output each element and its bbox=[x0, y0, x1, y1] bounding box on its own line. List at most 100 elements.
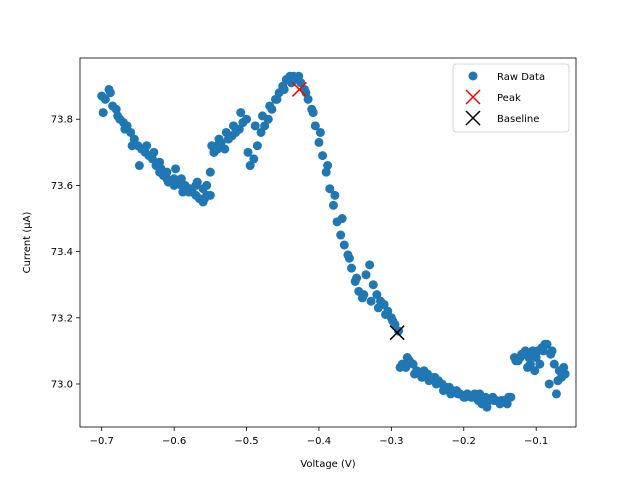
raw-data-point bbox=[489, 396, 499, 406]
raw-data-point bbox=[301, 88, 311, 98]
y-tick-label: 73.0 bbox=[51, 379, 73, 390]
legend-peak-label: Peak bbox=[497, 93, 521, 104]
raw-data-point bbox=[252, 141, 262, 151]
raw-data-point bbox=[365, 260, 375, 270]
raw-data-point bbox=[395, 362, 405, 372]
raw-data-point bbox=[337, 214, 347, 224]
raw-data-point bbox=[279, 84, 289, 94]
x-axis-ticks: −0.7 −0.6 −0.5 −0.4 −0.3 −0.2 −0.1 bbox=[90, 427, 548, 447]
y-tick-label: 73.8 bbox=[51, 115, 73, 126]
raw-data-point bbox=[294, 71, 304, 81]
y-tick-label: 73.6 bbox=[51, 181, 73, 192]
data-marks bbox=[97, 71, 570, 412]
raw-data-point bbox=[214, 134, 224, 144]
raw-data-point bbox=[408, 359, 418, 369]
raw-data-point bbox=[205, 167, 215, 177]
legend-baseline-label: Baseline bbox=[497, 114, 539, 125]
raw-data-point bbox=[314, 137, 324, 147]
raw-data-point bbox=[559, 362, 569, 372]
raw-data-point bbox=[205, 190, 215, 200]
raw-data-point bbox=[323, 161, 333, 171]
raw-data-point bbox=[162, 167, 172, 177]
raw-data-point bbox=[142, 141, 152, 151]
raw-data-point bbox=[256, 127, 266, 137]
x-tick-label: −0.7 bbox=[90, 436, 114, 447]
raw-data-point bbox=[515, 353, 525, 363]
raw-data-point bbox=[330, 190, 340, 200]
legend-raw-label: Raw Data bbox=[497, 72, 545, 83]
x-tick-label: −0.6 bbox=[162, 436, 186, 447]
raw-data-point bbox=[551, 389, 561, 399]
raw-data-point bbox=[504, 392, 514, 402]
raw-data-point bbox=[352, 273, 362, 283]
raw-data-point bbox=[336, 230, 346, 240]
raw-data-point bbox=[328, 200, 338, 210]
raw-data-point bbox=[221, 127, 231, 137]
raw-data-point bbox=[220, 144, 230, 154]
raw-data-point bbox=[388, 316, 398, 326]
raw-data-point bbox=[105, 88, 115, 98]
raw-data-point bbox=[535, 359, 545, 369]
raw-data-point bbox=[113, 111, 123, 121]
raw-data-point bbox=[453, 389, 463, 399]
raw-data-point bbox=[325, 184, 335, 194]
raw-data-point bbox=[98, 108, 108, 118]
legend-peak-marker bbox=[465, 89, 481, 105]
raw-data-point bbox=[547, 346, 557, 356]
x-tick-label: −0.4 bbox=[307, 436, 331, 447]
raw-data-point bbox=[176, 180, 186, 190]
raw-data-point bbox=[482, 402, 492, 412]
raw-data-point bbox=[361, 270, 371, 280]
x-tick-label: −0.2 bbox=[452, 436, 476, 447]
raw-data-point bbox=[496, 396, 506, 406]
raw-data-point bbox=[236, 108, 246, 118]
raw-data-point bbox=[120, 124, 130, 134]
raw-data-point bbox=[134, 161, 144, 171]
raw-data-point bbox=[213, 144, 223, 154]
raw-data-point bbox=[169, 174, 179, 184]
raw-data-point bbox=[537, 343, 547, 353]
raw-data-point bbox=[431, 379, 441, 389]
peak-marker bbox=[291, 81, 307, 97]
raw-data-point bbox=[229, 121, 239, 131]
raw-data-point bbox=[446, 389, 456, 399]
x-tick-label: −0.1 bbox=[524, 436, 548, 447]
raw-data-point bbox=[424, 376, 434, 386]
raw-data-point bbox=[549, 359, 559, 369]
raw-data-point bbox=[359, 290, 369, 300]
raw-data-point bbox=[410, 369, 420, 379]
raw-data-point bbox=[475, 389, 485, 399]
baseline-marker bbox=[389, 325, 405, 341]
raw-data-point bbox=[149, 147, 159, 157]
raw-data-point bbox=[100, 94, 110, 104]
y-tick-label: 73.2 bbox=[51, 313, 73, 324]
raw-data-point bbox=[438, 386, 448, 396]
raw-data-point bbox=[249, 154, 259, 164]
raw-data-point bbox=[198, 184, 208, 194]
x-tick-label: −0.5 bbox=[234, 436, 258, 447]
raw-data-point bbox=[344, 253, 354, 263]
raw-data-point bbox=[373, 303, 383, 313]
raw-data-point bbox=[272, 94, 282, 104]
raw-data-point bbox=[257, 111, 267, 121]
y-tick-label: 73.4 bbox=[51, 247, 73, 258]
y-axis-label: Current (µA) bbox=[22, 212, 33, 274]
raw-data-point bbox=[155, 157, 165, 167]
raw-data-point bbox=[184, 187, 194, 197]
raw-data-point bbox=[530, 366, 540, 376]
raw-data-point bbox=[176, 174, 186, 184]
x-axis-label: Voltage (V) bbox=[300, 459, 355, 470]
raw-data-point bbox=[310, 121, 320, 131]
raw-data-point bbox=[368, 280, 378, 290]
raw-data-point bbox=[522, 362, 532, 372]
raw-data-point bbox=[402, 353, 412, 363]
raw-data-point bbox=[245, 161, 255, 171]
raw-data-point bbox=[460, 392, 470, 402]
raw-data-point bbox=[250, 121, 260, 131]
raw-data-point bbox=[171, 164, 181, 174]
raw-data-point bbox=[308, 108, 318, 118]
raw-data-point bbox=[347, 263, 357, 273]
legend-baseline-marker bbox=[465, 110, 481, 126]
legend-frame bbox=[452, 63, 570, 133]
